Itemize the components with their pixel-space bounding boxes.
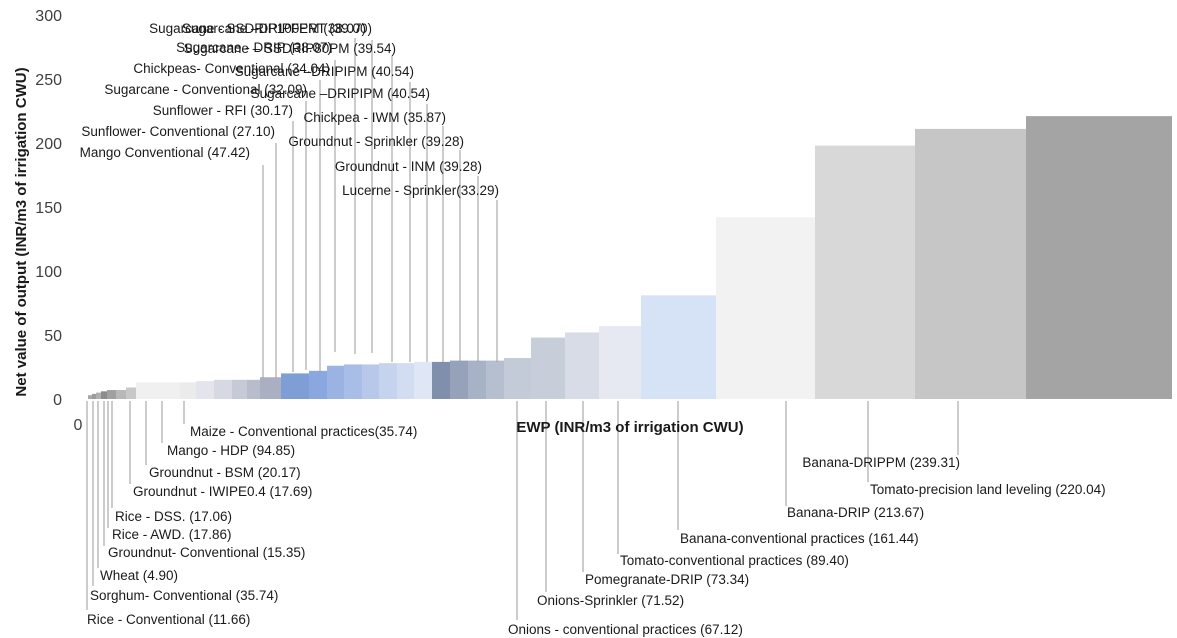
bar-label: Sugarcane –DRIPFERT (39.00): [182, 21, 372, 36]
bar-label: Mango - HDP (94.85): [167, 443, 295, 458]
y-tick-label: 0: [53, 392, 62, 409]
bar-label: Sugarcane –DRIPIPM (40.54): [251, 86, 430, 101]
y-tick-label: 200: [35, 136, 62, 153]
bar: [196, 381, 214, 399]
bar-label: Sunflower - RFI (30.17): [153, 103, 293, 118]
bar-label: Tomato-precision land leveling (220.04): [870, 482, 1106, 497]
bar: [362, 364, 379, 399]
bar: [344, 364, 362, 399]
y-axis: 0 50 100 150 200 250 300: [35, 8, 62, 409]
x-origin-tick-label: 0: [74, 417, 83, 434]
bar: [599, 326, 641, 399]
bar: [96, 392, 101, 399]
bar-label: Groundnut - INM (39.28): [335, 159, 482, 174]
bar-label: Onions - conventional practices (67.12): [508, 622, 743, 637]
bar: [247, 379, 260, 399]
bar: [716, 217, 815, 399]
bar-label: Maize - Conventional practices(35.74): [190, 424, 417, 439]
bar: [107, 390, 116, 399]
bar-label: Groundnut - Sprinkler (39.28): [288, 134, 464, 149]
bar: [116, 390, 126, 399]
bar: [379, 363, 397, 399]
y-tick-label: 100: [35, 264, 62, 281]
bar-label: Sugarcane –DRIPIPM (40.54): [235, 64, 414, 79]
bar-label: Banana-conventional practices (161.44): [680, 531, 919, 546]
bar: [565, 332, 599, 399]
bar-label: Sunflower- Conventional (27.10): [81, 124, 275, 139]
bar: [214, 379, 232, 399]
bar-label: Mango Conventional (47.42): [80, 145, 250, 160]
bar: [180, 382, 196, 399]
bar: [232, 379, 247, 399]
bar-label: Banana-DRIP (213.67): [787, 505, 924, 520]
bar-label: Sugarcane - Conventional (32.09): [104, 82, 307, 97]
bar-label: Groundnut - BSM (20.17): [149, 465, 301, 480]
bar-label: Sugarcane - SSDRIP100PM (38.07): [149, 21, 366, 36]
bar-label: Pomegranate-DRIP (73.34): [585, 572, 749, 587]
bar-label: Sorghum- Conventional (35.74): [90, 588, 278, 603]
bar-label: Rice - DSS. (17.06): [115, 509, 232, 524]
bar: [309, 370, 327, 399]
bar-label: Rice - Conventional (11.66): [87, 612, 250, 627]
bar-label: Onions-Sprinkler (71.52): [537, 593, 684, 608]
y-tick-label: 50: [44, 328, 62, 345]
bar: [1026, 116, 1172, 400]
bar: [468, 360, 486, 399]
leader-lines: [86, 38, 959, 620]
bar: [486, 360, 504, 399]
bar: [101, 391, 107, 399]
y-tick-label: 300: [35, 8, 62, 25]
bar-label: Sugarcane - DRIP (38.07): [176, 40, 332, 55]
bar-label: Groundnut - IWIPE0.4 (17.69): [133, 484, 312, 499]
bar: [88, 395, 92, 399]
bar: [641, 295, 716, 399]
bar: [915, 128, 1026, 400]
y-tick-label: 250: [35, 72, 62, 89]
bar: [504, 358, 531, 399]
bar-label: Tomato-conventional practices (89.40): [620, 553, 849, 568]
bar-label: Groundnut- Conventional (15.35): [108, 545, 305, 560]
bar-label: Chickpea - IWM (35.87): [303, 110, 446, 125]
y-tick-label: 150: [35, 200, 62, 217]
y-axis-title: Net value of output (INR/m3 of irrigatio…: [13, 67, 30, 396]
bar-label: Banana-DRIPPM (239.31): [802, 455, 960, 470]
bar: [281, 373, 309, 399]
bar-label: Sugarcane – SSDRIP80PM (39.54): [184, 41, 396, 56]
bar: [397, 363, 414, 399]
bar: [327, 365, 344, 399]
bar: [126, 387, 136, 399]
bar-label: Lucerne - Sprinkler(33.29): [342, 183, 499, 198]
bar-label: Chickpeas- Conventional (34.04): [133, 61, 330, 76]
bar-labels: Rice - Conventional (11.66) Sorghum- Conv…: [80, 21, 1106, 637]
x-axis-title: EWP (INR/m3 of irrigation CWU): [516, 419, 743, 436]
bar: [815, 145, 915, 399]
bar: [432, 361, 450, 399]
bar-label: Wheat (4.90): [100, 568, 178, 583]
bar: [260, 377, 281, 399]
bar: [92, 393, 96, 399]
bar: [414, 361, 432, 399]
bar-label: Rice - AWD. (17.86): [112, 527, 232, 542]
bars-layer: [88, 116, 1172, 400]
bar: [450, 360, 468, 399]
bar: [136, 382, 180, 399]
bar: [531, 337, 565, 399]
